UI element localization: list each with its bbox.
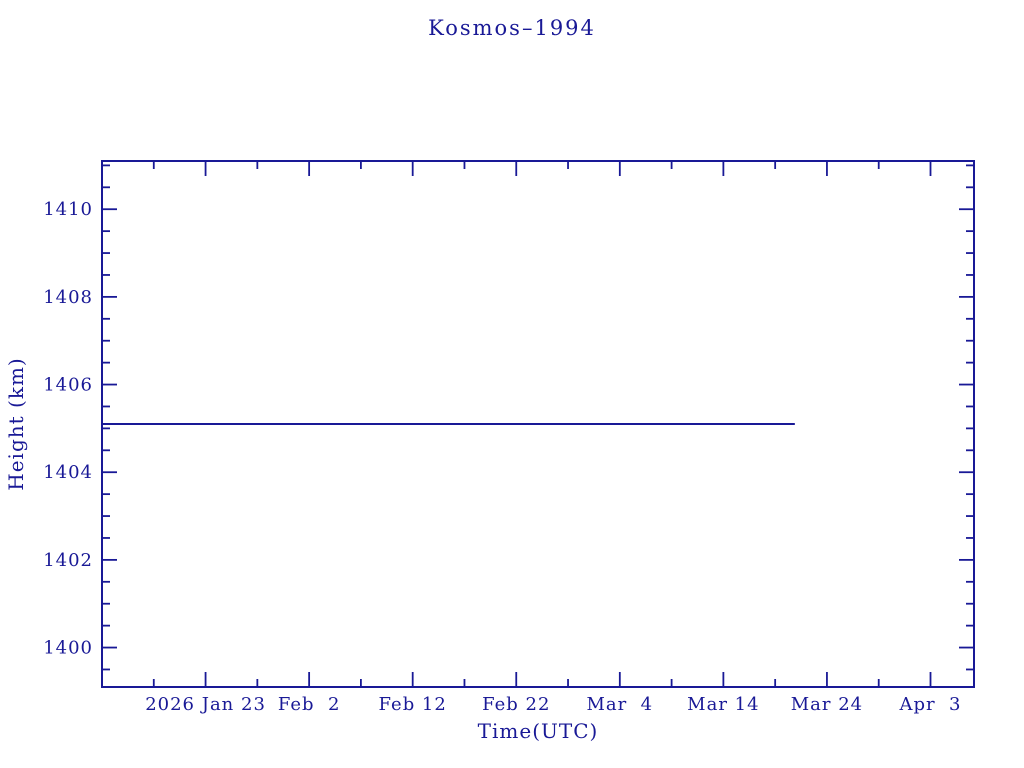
x-tick-label: Mar 4 bbox=[586, 694, 653, 715]
y-tick-label: 1406 bbox=[43, 375, 93, 396]
y-tick-label: 1408 bbox=[43, 287, 93, 308]
x-tick-label: Mar 14 bbox=[687, 694, 759, 715]
x-axis-label: Time(UTC) bbox=[477, 719, 599, 743]
x-tick-label: Feb 12 bbox=[379, 694, 447, 715]
y-tick-label: 1400 bbox=[43, 638, 93, 659]
x-tick-label: 2026 Jan 23 bbox=[145, 694, 266, 715]
x-tick-label: Feb 2 bbox=[278, 694, 341, 715]
y-tick-label: 1402 bbox=[43, 550, 93, 571]
chart-title: Kosmos–1994 bbox=[428, 16, 596, 40]
x-tick-label: Mar 24 bbox=[791, 694, 863, 715]
y-tick-label: 1404 bbox=[43, 462, 93, 483]
x-tick-label: Feb 22 bbox=[482, 694, 550, 715]
x-tick-label: Apr 3 bbox=[898, 694, 961, 715]
y-tick-label: 1410 bbox=[43, 199, 93, 220]
